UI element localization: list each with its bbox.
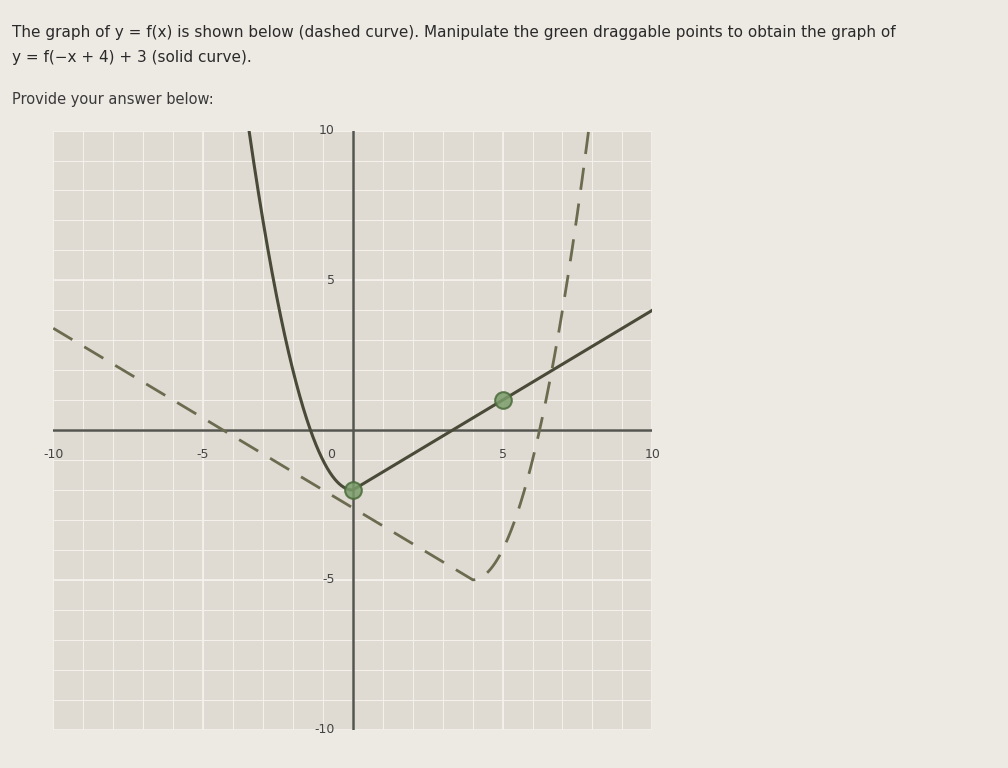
Text: 5: 5 — [327, 274, 335, 286]
Text: 0: 0 — [327, 448, 335, 461]
Text: y = f(−x + 4) + 3 (solid curve).: y = f(−x + 4) + 3 (solid curve). — [12, 50, 252, 65]
Text: -10: -10 — [314, 723, 335, 736]
Text: 10: 10 — [319, 124, 335, 137]
Text: 10: 10 — [644, 448, 660, 461]
Text: -5: -5 — [323, 574, 335, 586]
Text: -5: -5 — [197, 448, 210, 461]
Text: -10: -10 — [43, 448, 64, 461]
Text: The graph of y = f(x) is shown below (dashed curve). Manipulate the green dragga: The graph of y = f(x) is shown below (da… — [12, 25, 896, 40]
Text: 5: 5 — [499, 448, 507, 461]
Text: Provide your answer below:: Provide your answer below: — [12, 92, 214, 108]
